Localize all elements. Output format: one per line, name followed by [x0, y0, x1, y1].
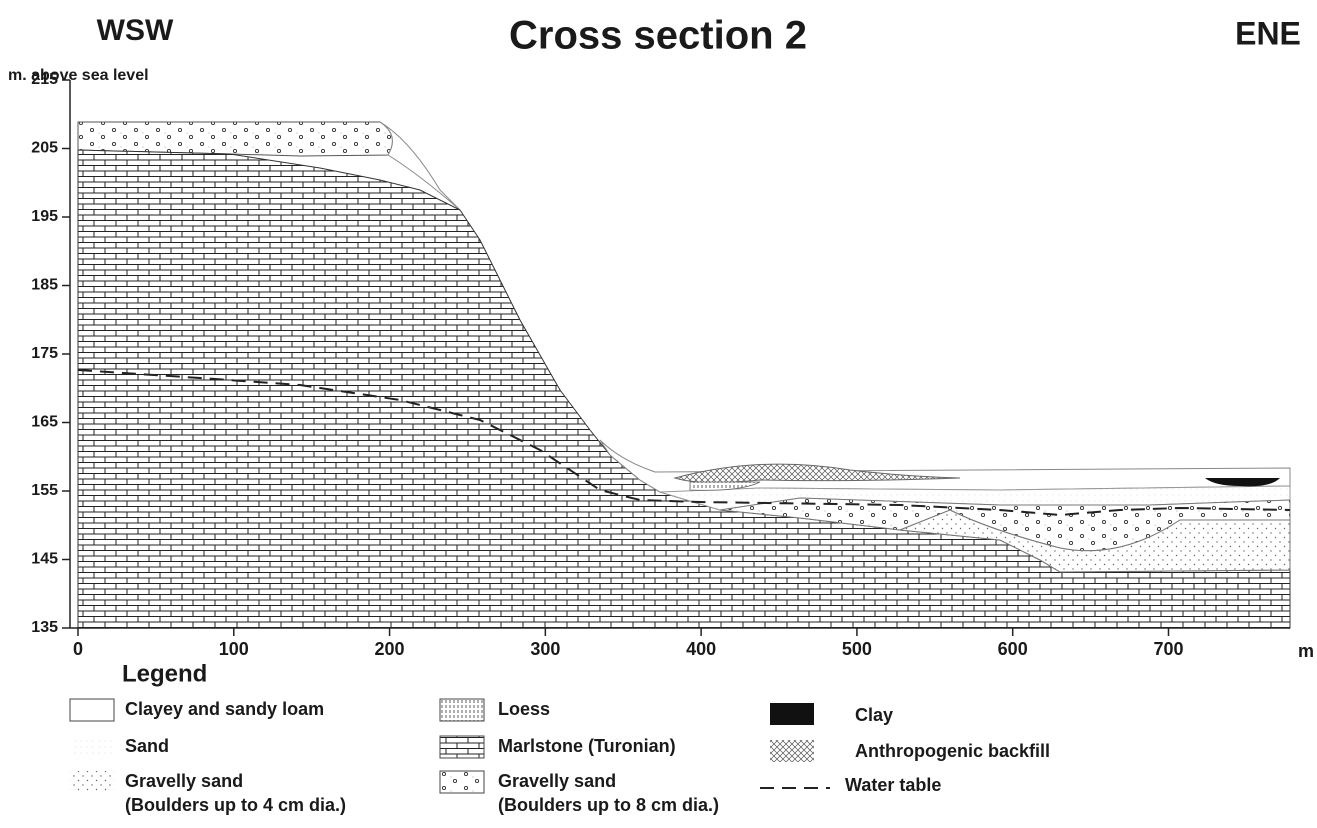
swatch — [70, 771, 114, 793]
y-tick-label: 145 — [31, 551, 58, 568]
x-unit: m — [1298, 641, 1314, 661]
y-tick-label: 205 — [31, 140, 58, 157]
swatch — [440, 699, 484, 721]
layers — [78, 122, 1290, 628]
x-tick-label: 500 — [842, 639, 872, 659]
y-tick-label: 135 — [31, 619, 58, 636]
y-tick-label: 155 — [31, 482, 58, 499]
swatch — [770, 703, 814, 725]
legend-label: Clayey and sandy loam — [125, 699, 324, 719]
y-tick-label: 195 — [31, 208, 58, 225]
left-direction: WSW — [97, 14, 174, 47]
swatch — [440, 736, 484, 758]
legend-label: Marlstone (Turonian) — [498, 736, 676, 756]
legend-note: (Boulders up to 8 cm dia.) — [498, 795, 719, 815]
legend-title: Legend — [122, 660, 207, 687]
y-tick-label: 185 — [31, 277, 58, 294]
swatch — [440, 771, 484, 793]
legend-label: Water table — [845, 775, 941, 795]
y-tick-label: 175 — [31, 345, 58, 362]
legend-label: Loess — [498, 699, 550, 719]
right-direction: ENE — [1235, 15, 1301, 51]
x-tick-label: 700 — [1153, 639, 1183, 659]
legend-label: Gravelly sand — [498, 771, 616, 791]
x-tick-label: 100 — [219, 639, 249, 659]
legend-label: Sand — [125, 736, 169, 756]
x-tick-label: 300 — [530, 639, 560, 659]
y-axis-label: m. above sea level — [8, 67, 149, 84]
swatch — [770, 740, 814, 762]
swatch — [70, 736, 114, 758]
legend-label: Clay — [855, 705, 893, 725]
legend-label: Gravelly sand — [125, 771, 243, 791]
swatch — [70, 699, 114, 721]
x-tick-label: 0 — [73, 639, 83, 659]
legend-label: Anthropogenic backfill — [855, 741, 1050, 761]
x-tick-label: 200 — [375, 639, 405, 659]
x-tick-label: 600 — [998, 639, 1028, 659]
legend-note: (Boulders up to 4 cm dia.) — [125, 795, 346, 815]
legend: Legend Clayey and sandy loam Sand Gravel… — [70, 660, 1050, 814]
title: Cross section 2 — [509, 14, 807, 58]
x-tick-label: 400 — [686, 639, 716, 659]
y-tick-label: 165 — [31, 414, 58, 431]
cross-section: 1351451551651751851952052150100200300400… — [0, 0, 1317, 828]
